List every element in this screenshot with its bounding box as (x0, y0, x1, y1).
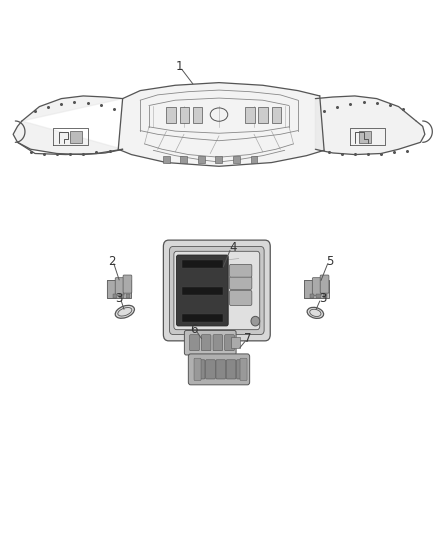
Bar (310, 294, 314, 298)
FancyBboxPatch shape (237, 360, 246, 379)
Bar (182, 260, 223, 268)
Text: 1: 1 (176, 60, 184, 73)
FancyBboxPatch shape (213, 335, 223, 351)
Bar (107, 280, 131, 298)
Bar (231, 337, 240, 348)
Bar (180, 107, 189, 123)
FancyBboxPatch shape (240, 358, 247, 381)
Text: 7: 7 (244, 332, 252, 345)
Text: 6: 6 (190, 323, 198, 336)
FancyBboxPatch shape (216, 360, 226, 379)
Bar (323, 294, 327, 298)
Bar (304, 280, 328, 298)
Polygon shape (13, 96, 123, 155)
Bar (182, 314, 223, 321)
Text: 4: 4 (230, 241, 237, 254)
FancyBboxPatch shape (177, 255, 228, 326)
FancyBboxPatch shape (115, 278, 124, 296)
FancyBboxPatch shape (170, 246, 264, 335)
Text: 3: 3 (319, 292, 326, 305)
Bar (359, 131, 371, 143)
FancyBboxPatch shape (188, 354, 250, 385)
Bar (126, 294, 130, 298)
FancyBboxPatch shape (230, 290, 252, 305)
Bar (182, 287, 223, 295)
Polygon shape (315, 96, 425, 155)
Text: 2: 2 (108, 255, 116, 268)
FancyBboxPatch shape (190, 335, 199, 351)
Bar (166, 107, 176, 123)
Bar (245, 107, 255, 123)
Bar (272, 107, 281, 123)
Bar (251, 156, 257, 163)
FancyBboxPatch shape (107, 280, 116, 298)
FancyBboxPatch shape (194, 358, 201, 381)
Bar (163, 156, 170, 163)
Bar (193, 107, 202, 123)
Bar (233, 156, 240, 163)
FancyBboxPatch shape (184, 330, 236, 355)
Ellipse shape (307, 308, 324, 318)
Bar (198, 156, 205, 163)
Text: 3: 3 (116, 292, 123, 305)
Polygon shape (118, 83, 324, 166)
Bar (180, 156, 187, 163)
Bar (70, 131, 82, 143)
FancyBboxPatch shape (206, 360, 215, 379)
Bar (215, 156, 222, 163)
Bar (119, 294, 124, 298)
FancyBboxPatch shape (225, 335, 234, 351)
FancyBboxPatch shape (174, 252, 260, 329)
FancyBboxPatch shape (304, 280, 313, 298)
Ellipse shape (251, 316, 260, 326)
Text: 5: 5 (327, 255, 334, 268)
Bar (316, 294, 321, 298)
Bar (258, 107, 268, 123)
Ellipse shape (115, 305, 134, 318)
FancyBboxPatch shape (312, 278, 321, 296)
FancyBboxPatch shape (201, 335, 211, 351)
FancyBboxPatch shape (195, 360, 205, 379)
FancyBboxPatch shape (163, 240, 270, 341)
FancyBboxPatch shape (123, 275, 132, 293)
FancyBboxPatch shape (226, 360, 236, 379)
FancyBboxPatch shape (320, 275, 329, 293)
FancyBboxPatch shape (230, 264, 252, 277)
Bar (113, 294, 117, 298)
FancyBboxPatch shape (230, 277, 252, 289)
